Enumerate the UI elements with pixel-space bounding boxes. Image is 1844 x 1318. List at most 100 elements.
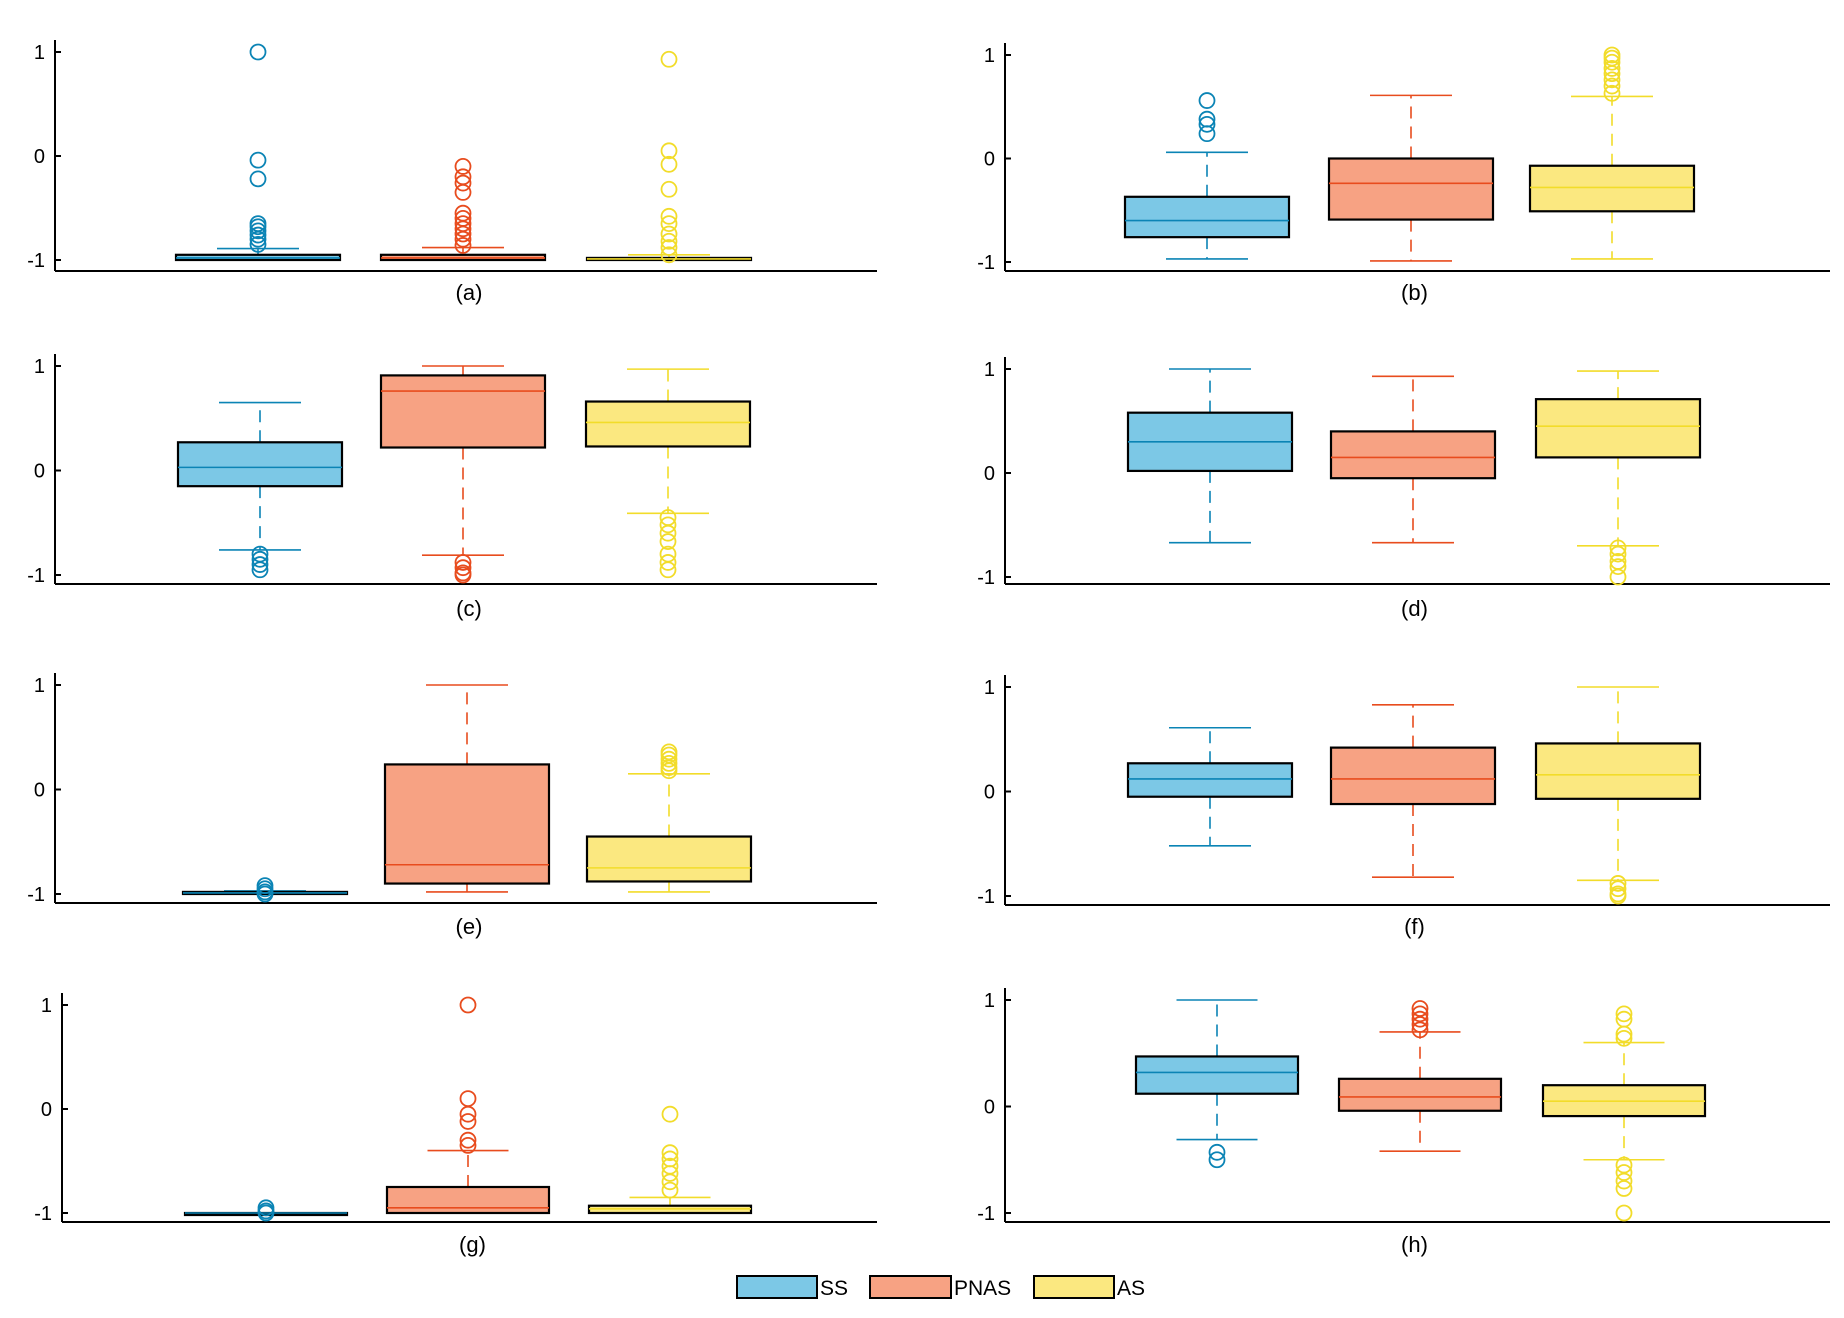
box-pnas [1329,375,1497,544]
legend-item-as: AS [1033,1275,1145,1300]
outlier-point [1198,125,1216,143]
y-tick-label: -1 [977,567,995,589]
panel-d: 1 0 -1 (d) [977,357,1830,621]
y-tick-label: 1 [34,356,45,378]
box-pnas [383,684,551,893]
outlier-point [1411,1010,1429,1028]
panel-caption: (a) [456,280,483,305]
outlier-point [249,235,267,253]
outlier-point [659,554,677,571]
y-tick-label: 0 [984,149,995,171]
outlier-point [251,550,269,568]
outlier-point [1615,1005,1633,1023]
box-iqr [383,763,551,885]
y-tick-label: -1 [27,250,45,272]
panel-caption: (b) [1401,280,1428,305]
box-pnas [1329,703,1497,878]
outlier-point [1603,71,1621,89]
box-as [585,50,753,264]
outlier-point [1603,65,1621,83]
outlier-point [1609,568,1627,586]
outlier-point [459,1105,477,1123]
outlier-point [660,215,678,233]
outlier-point [659,516,677,534]
outlier-point [660,762,678,780]
y-tick-label: 1 [984,45,995,67]
y-tick-label: 0 [41,1099,52,1121]
y-tick-label: 1 [984,990,995,1012]
box-iqr [585,835,753,883]
outlier-point [249,218,267,236]
box-iqr [176,441,344,488]
outlier-point [1615,1156,1633,1174]
box-as [1528,46,1696,260]
outlier-point [1615,1180,1633,1197]
box-ss [176,401,344,579]
legend-label: AS [1117,1277,1145,1300]
outlier-point [454,230,472,248]
box-ss [1126,368,1294,544]
outlier-point [1198,115,1216,133]
outlier-point [1615,1025,1633,1043]
outlier-point [256,885,274,903]
y-tick-label: 1 [984,359,995,381]
outlier-point [249,43,267,61]
outlier-point [459,1131,477,1149]
outlier-point [1603,60,1621,77]
outlier-point [1615,1204,1633,1222]
outlier-point [454,237,472,254]
legend-swatch [736,1275,818,1299]
outlier-point [660,50,678,68]
outlier-point [1609,875,1627,892]
outlier-point [660,207,678,225]
panel-f: 1 0 -1 (f) [977,675,1830,939]
box-iqr [379,374,547,449]
outlier-point [661,1144,679,1162]
y-tick-label: -1 [977,252,995,274]
panel-caption: (h) [1401,1232,1428,1257]
y-tick-label: 0 [34,146,45,168]
box-pnas [385,996,551,1215]
outlier-point [660,246,678,264]
outlier-point [1411,1005,1429,1023]
outlier-point [1603,84,1621,102]
outlier-point [454,174,472,192]
box-ss [174,43,342,262]
panel-a: 1 0 -1 (a) [27,40,877,305]
outlier-point [1603,77,1621,95]
y-tick-label: -1 [27,884,45,906]
panel-e: 1 0 -1 (e) [27,673,877,939]
outlier-point [659,561,677,579]
legend-label: SS [820,1277,848,1300]
panel-caption: (d) [1401,596,1428,621]
outlier-point [454,220,472,238]
panel-caption: (g) [459,1232,486,1257]
legend-swatch [1033,1275,1115,1299]
outlier-point [661,1105,679,1123]
legend-item-pnas: PNAS [869,1275,1011,1300]
outlier-point [454,183,472,201]
outlier-point [661,1173,679,1191]
y-tick-label: 0 [984,782,995,804]
outlier-point [660,754,678,772]
box-iqr [1134,1055,1300,1095]
box-ss [1134,999,1300,1169]
box-ss [183,1199,349,1222]
outlier-point [1615,1029,1633,1047]
box-iqr [1337,1077,1503,1112]
outlier-point [660,225,678,243]
outlier-point [459,1090,477,1107]
outlier-point [454,225,472,243]
outlier-point [1609,887,1627,905]
box-pnas [1337,1000,1503,1153]
outlier-point [659,533,677,550]
outlier-point [251,561,269,579]
outlier-point [660,232,678,250]
outlier-point [1609,539,1627,557]
outlier-point [1615,1164,1633,1181]
outlier-point [1609,545,1627,563]
legend: SS PNAS AS [736,1275,1145,1300]
box-iqr [1329,430,1497,480]
y-tick-label: -1 [34,1203,52,1225]
